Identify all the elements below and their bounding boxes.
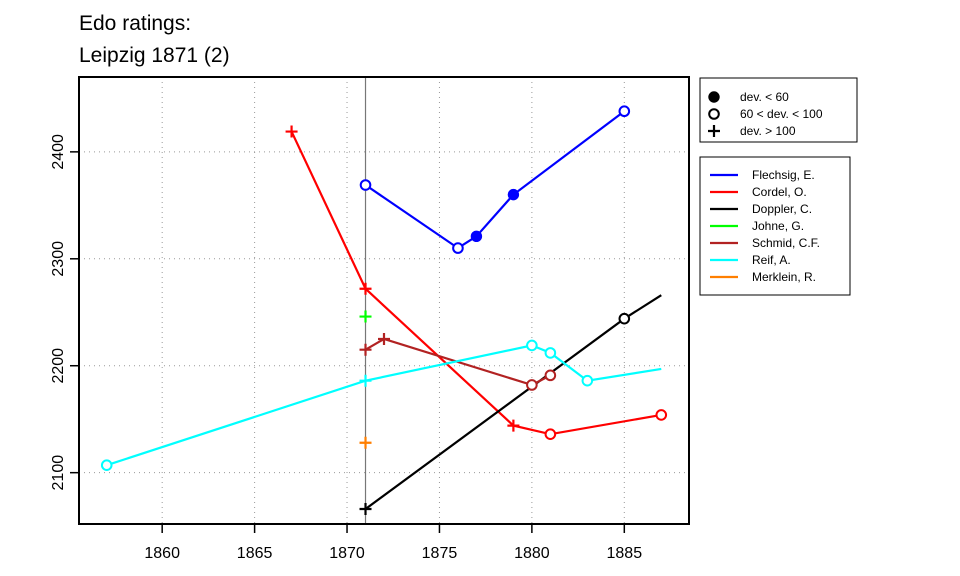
point-marker-open (544, 347, 557, 359)
point-marker-plus (378, 332, 390, 345)
x-tick-label: 1870 (329, 545, 365, 562)
y-tick-label: 2400 (50, 134, 67, 170)
point-marker-plus (359, 282, 372, 295)
x-tick-label: 1875 (422, 545, 458, 562)
series-line (364, 294, 662, 510)
y-axis: 2100 2200 2300 2400 (50, 134, 78, 491)
chart-title-line-2: Leipzig 1871 (2) (79, 44, 230, 67)
series-line (106, 344, 662, 467)
series-0 (359, 105, 631, 254)
chart-title-line-1: Edo ratings: (79, 12, 191, 35)
point-marker-plus (359, 310, 372, 323)
point-marker-open (359, 179, 372, 191)
series-legend: Flechsig, E. Cordel, O. Doppler, C. Johne, … (699, 156, 851, 296)
point-marker-plus (359, 343, 372, 356)
marker-legend-box (699, 77, 858, 143)
point-marker-open (544, 369, 557, 382)
point-marker-open (618, 312, 631, 325)
point-marker-plus (359, 436, 372, 449)
point-marker-open (618, 105, 631, 118)
series-2 (359, 294, 662, 516)
point-marker-open (526, 339, 538, 352)
point-marker-filled (507, 188, 520, 201)
point-marker-open (581, 374, 594, 387)
point-marker-filled (708, 91, 720, 103)
x-tick-label: 1885 (607, 545, 643, 562)
x-tick-label: 1860 (144, 545, 180, 562)
x-tick-label: 1865 (237, 545, 273, 562)
point-marker-plus (359, 374, 372, 387)
series-legend-label: Cordel, O. (752, 185, 807, 199)
point-marker-plus (359, 503, 372, 516)
series-6 (359, 436, 372, 449)
series-5 (100, 339, 662, 471)
grid-lines (79, 77, 689, 524)
point-marker-plus (708, 125, 720, 137)
marker-legend-label: 60 < dev. < 100 (740, 107, 823, 121)
point-marker-plus (285, 125, 298, 138)
point-marker-plus (507, 419, 520, 432)
series-line (364, 110, 625, 250)
series-legend-label: Schmid, C.F. (752, 236, 820, 250)
point-marker-open (452, 242, 464, 254)
series-3 (359, 310, 372, 323)
series-legend-label: Reif, A. (752, 253, 791, 267)
series-legend-label: Flechsig, E. (752, 168, 815, 182)
y-tick-label: 2300 (50, 241, 67, 277)
series-legend-label: Doppler, C. (752, 202, 812, 216)
point-marker-open (526, 379, 538, 391)
marker-legend-label: dev. > 100 (740, 124, 796, 138)
x-tick-label: 1880 (514, 545, 550, 562)
series-1 (285, 125, 668, 440)
plot-frame (78, 76, 690, 525)
point-marker-open (100, 459, 113, 471)
series-group (100, 105, 668, 516)
series-legend-label: Merklein, R. (752, 270, 816, 284)
series-legend-label: Johne, G. (752, 219, 804, 233)
x-axis: 1860 1865 1870 1875 1880 1885 (144, 525, 642, 562)
y-tick-label: 2200 (50, 348, 67, 384)
point-marker-filled (470, 230, 483, 243)
marker-legend-label: dev. < 60 (740, 90, 789, 104)
point-marker-open (708, 108, 720, 120)
point-marker-open (544, 428, 557, 440)
y-tick-label: 2100 (50, 455, 67, 491)
marker-legend: dev. < 60 60 < dev. < 100 dev. > 100 (699, 77, 858, 143)
point-marker-open (655, 409, 668, 421)
